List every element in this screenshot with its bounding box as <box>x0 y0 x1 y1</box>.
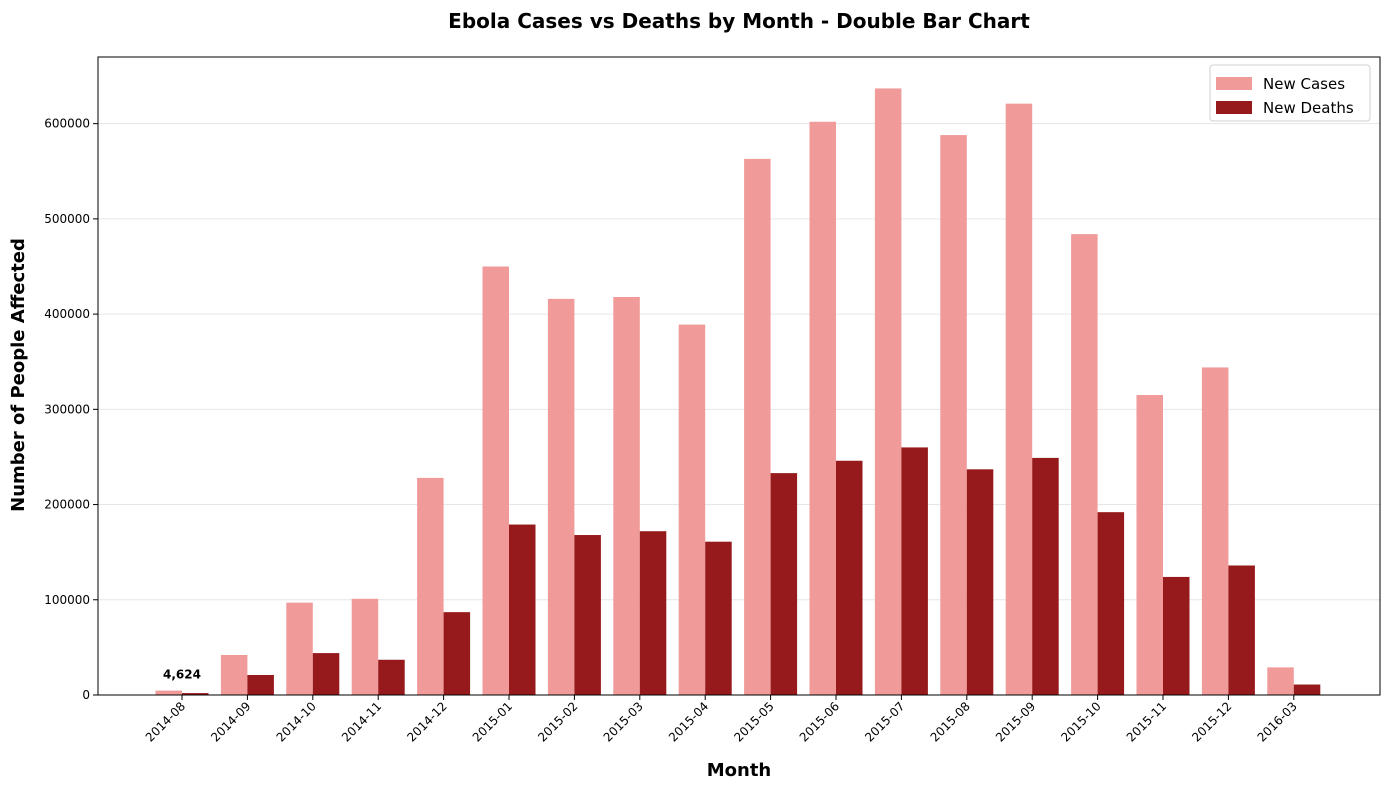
x-tick-label: 2015-04 <box>666 699 711 744</box>
x-tick-label: 2014-12 <box>404 699 449 744</box>
bar-new-cases <box>417 477 444 695</box>
bar-new-cases <box>1071 234 1098 695</box>
bar-new-cases <box>744 158 771 696</box>
y-tick-label: 400000 <box>44 307 90 321</box>
bar-new-cases <box>809 121 836 695</box>
y-tick-label: 600000 <box>44 117 90 131</box>
x-tick-label: 2015-12 <box>1189 699 1234 744</box>
legend-swatch-new-deaths <box>1216 101 1252 114</box>
x-tick-label: 2015-11 <box>1124 699 1169 744</box>
x-tick-label: 2014-09 <box>208 699 253 744</box>
x-tick-label: 2014-11 <box>339 699 384 744</box>
bar-new-deaths <box>312 653 340 695</box>
bar-new-cases <box>155 690 182 695</box>
bar-new-cases <box>1201 367 1229 695</box>
bar-new-deaths <box>574 535 601 695</box>
data-label: 4,624 <box>163 668 201 682</box>
bar-new-cases <box>1005 103 1033 696</box>
bar-new-deaths <box>443 612 471 695</box>
x-tick-label: 2014-10 <box>274 699 319 744</box>
bar-new-cases <box>874 88 902 695</box>
bar-new-cases <box>1136 395 1163 695</box>
legend: New Cases New Deaths <box>1209 64 1371 122</box>
x-tick-label: 2015-07 <box>862 699 907 744</box>
x-tick-label: 2015-05 <box>731 699 776 744</box>
legend-label-new-deaths: New Deaths <box>1263 99 1354 117</box>
bar-new-cases <box>351 598 379 695</box>
y-tick-label: 500000 <box>44 212 90 226</box>
bar-new-deaths <box>639 531 667 695</box>
bar-new-deaths <box>901 447 928 695</box>
bar-new-cases <box>613 296 640 695</box>
bar-new-deaths <box>966 469 994 695</box>
x-tick-label: 2015-02 <box>535 699 580 744</box>
y-tick-label: 300000 <box>44 402 90 416</box>
bar-new-deaths <box>836 460 863 695</box>
x-tick-label: 2015-03 <box>601 699 646 744</box>
bar-new-deaths <box>182 693 209 695</box>
chart-title: Ebola Cases vs Deaths by Month - Double … <box>448 9 1030 33</box>
bar-new-cases <box>940 135 967 695</box>
y-tick-label: 100000 <box>44 593 90 607</box>
bars-layer <box>155 88 1321 696</box>
bar-new-deaths <box>509 524 536 695</box>
x-axis-title: Month <box>707 760 772 781</box>
bar-new-deaths <box>378 659 405 695</box>
bar-new-cases <box>678 324 706 695</box>
bar-new-deaths <box>1228 565 1255 695</box>
bar-new-deaths <box>705 541 732 695</box>
x-tick-label: 2015-08 <box>928 699 973 744</box>
plot-frame <box>97 56 1381 696</box>
y-axis-title: Number of People Affected <box>8 238 29 512</box>
legend-label-new-cases: New Cases <box>1263 75 1345 93</box>
bar-new-cases <box>286 602 313 695</box>
x-tick-label: 2015-01 <box>470 699 515 744</box>
bar-new-deaths <box>1293 684 1321 695</box>
annotation-layer: 4,624 <box>163 668 201 682</box>
bar-new-deaths <box>247 675 274 695</box>
x-tick-label: 2015-09 <box>993 699 1038 744</box>
bar-new-cases <box>1267 667 1294 695</box>
grid-layer <box>98 123 1380 696</box>
bar-new-deaths <box>1097 512 1125 695</box>
x-tick-label: 2016-03 <box>1255 699 1300 744</box>
bar-new-deaths <box>1163 576 1190 695</box>
bar-new-cases <box>220 655 248 695</box>
legend-swatch-new-cases <box>1216 77 1252 90</box>
x-tick-label: 2015-06 <box>797 699 842 744</box>
axes-layer <box>97 56 1381 696</box>
bar-new-cases <box>482 266 509 695</box>
y-tick-label: 200000 <box>44 498 90 512</box>
x-tick-label: 2014-08 <box>143 699 188 744</box>
bar-new-deaths <box>1032 457 1059 695</box>
bar-new-cases <box>547 298 575 695</box>
x-tick-label: 2015-10 <box>1058 699 1103 744</box>
y-tick-label: 0 <box>82 688 90 702</box>
bar-new-deaths <box>770 473 798 695</box>
